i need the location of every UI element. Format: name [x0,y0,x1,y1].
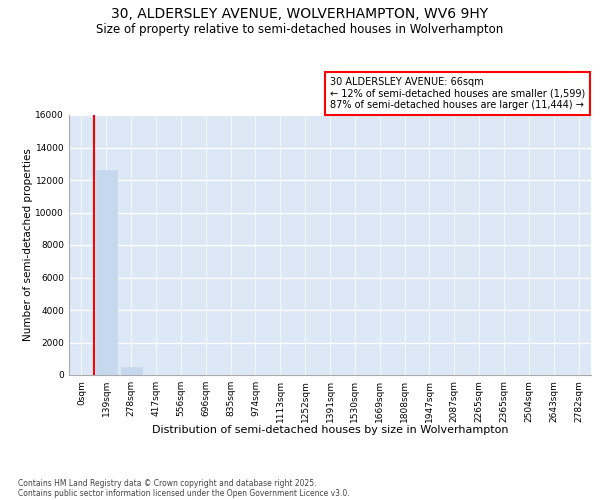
Text: Contains public sector information licensed under the Open Government Licence v3: Contains public sector information licen… [18,488,350,498]
Text: Contains HM Land Registry data © Crown copyright and database right 2025.: Contains HM Land Registry data © Crown c… [18,478,317,488]
Text: 30 ALDERSLEY AVENUE: 66sqm
← 12% of semi-detached houses are smaller (1,599)
87%: 30 ALDERSLEY AVENUE: 66sqm ← 12% of semi… [330,76,585,110]
Bar [96,170,117,375]
Bar [121,367,142,375]
Text: Size of property relative to semi-detached houses in Wolverhampton: Size of property relative to semi-detach… [97,22,503,36]
Text: 30, ALDERSLEY AVENUE, WOLVERHAMPTON, WV6 9HY: 30, ALDERSLEY AVENUE, WOLVERHAMPTON, WV6… [112,8,488,22]
Y-axis label: Number of semi-detached properties: Number of semi-detached properties [23,148,32,342]
X-axis label: Distribution of semi-detached houses by size in Wolverhampton: Distribution of semi-detached houses by … [152,425,508,435]
